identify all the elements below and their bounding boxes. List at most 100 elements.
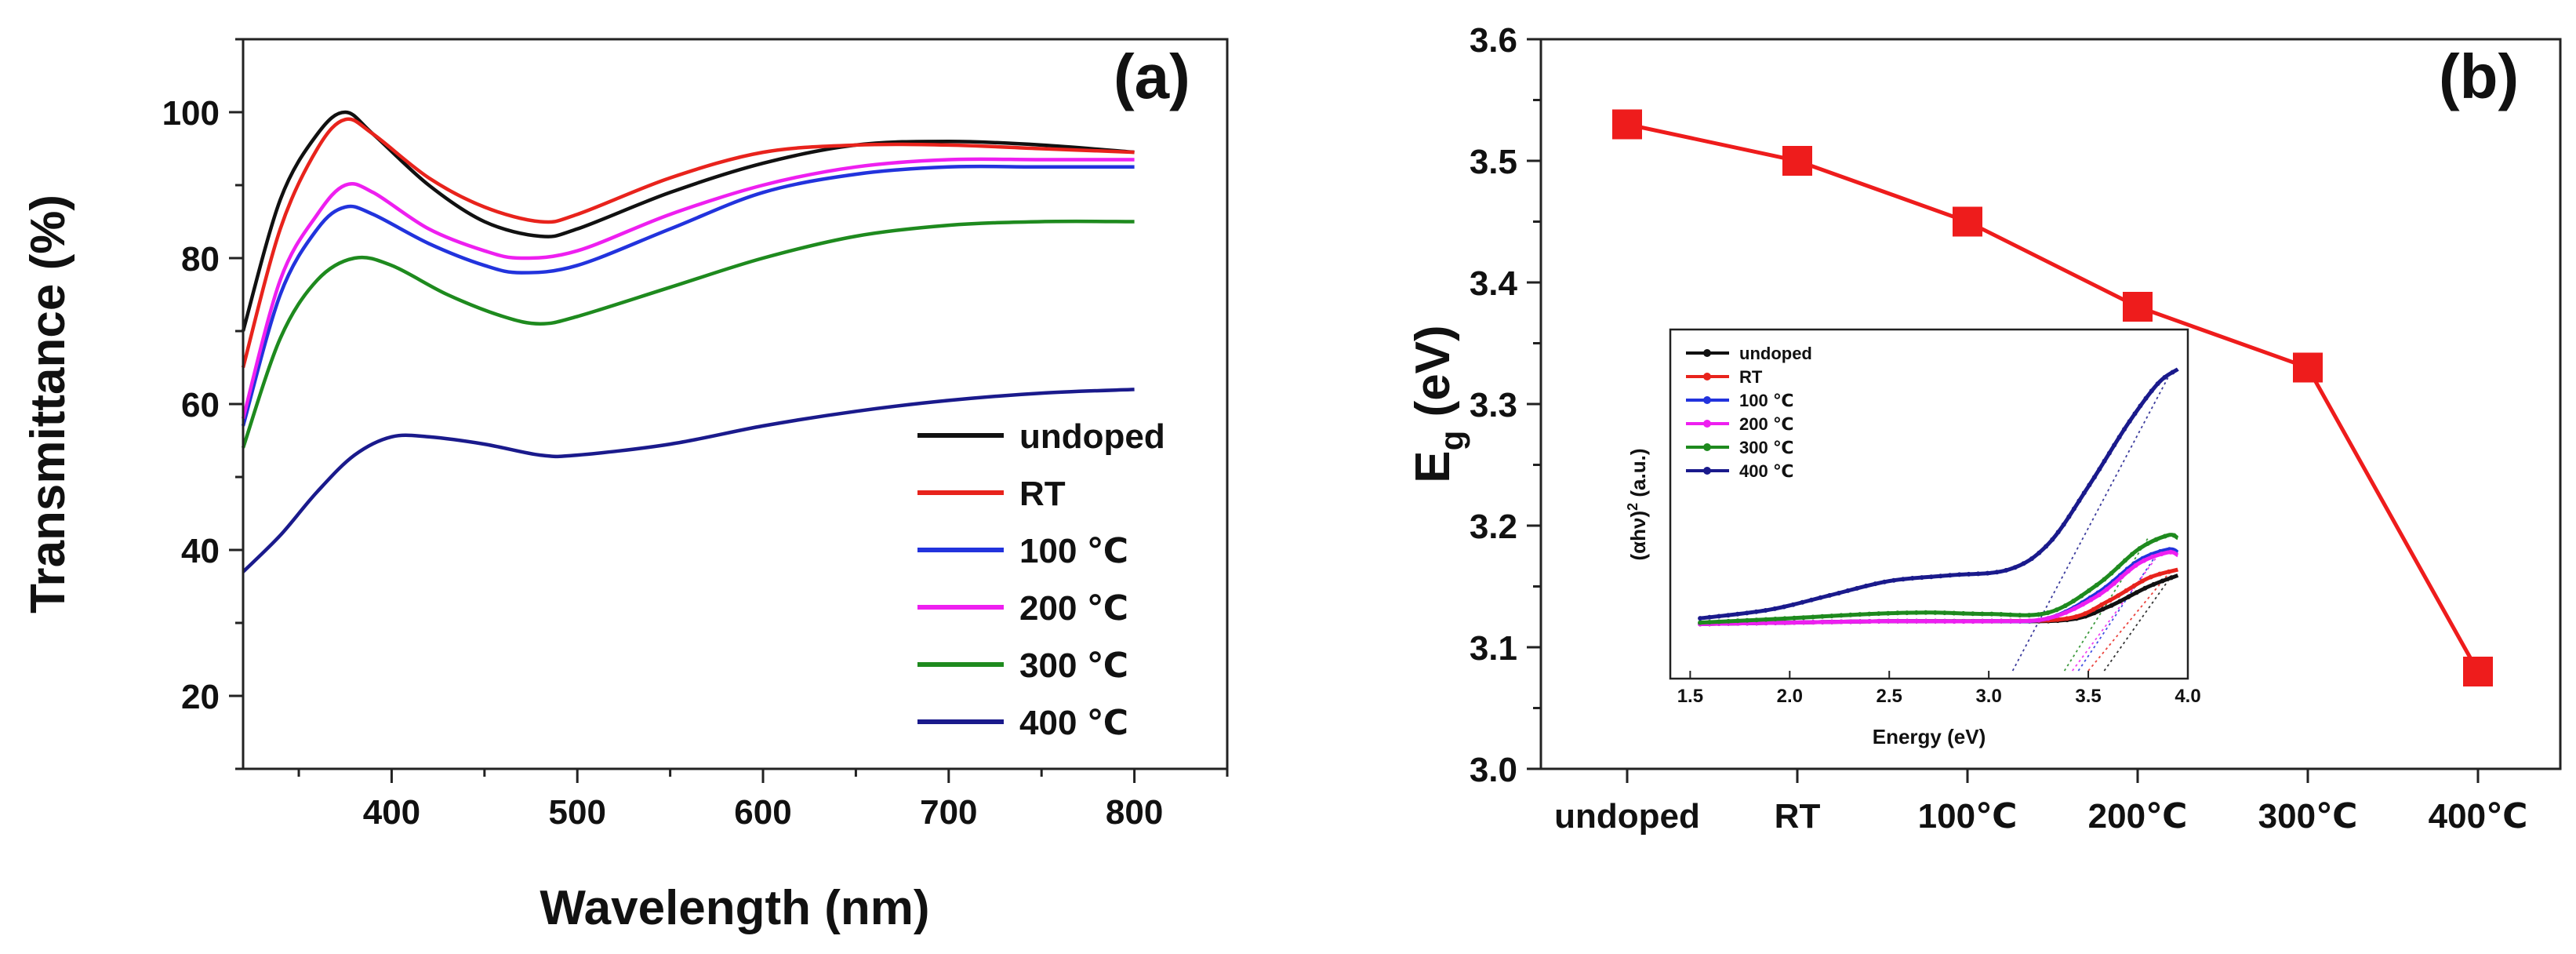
panel-a-x-tick-label-500: 500 bbox=[549, 793, 606, 832]
inset-marker-400-c bbox=[1809, 597, 1814, 603]
panel-b-inset-chart: 1.5 2.0 2.5 3.0 3.5 4.0 Energy (eV) (αhν)2 (a… bbox=[1625, 328, 2201, 748]
panel-a-x-tick-label-600: 600 bbox=[734, 793, 791, 832]
inset-marker-300-c bbox=[2071, 599, 2076, 604]
panel-a-x-tick-label-700: 700 bbox=[920, 793, 977, 832]
inset-marker-300-c bbox=[1829, 614, 1834, 619]
inset-marker-300-c bbox=[2116, 564, 2121, 570]
inset-marker-300-c bbox=[2109, 570, 2114, 576]
inset-marker-300-c bbox=[2036, 612, 2041, 617]
panel-b-x-tick-label-300c: 300℃ bbox=[2258, 797, 2358, 836]
inset-marker-rt bbox=[2055, 617, 2060, 622]
inset-marker-400-c bbox=[1873, 581, 1878, 587]
inset-legend-label-rt: RT bbox=[1739, 367, 1763, 387]
inset-x-tick-label-2-0: 2.0 bbox=[1777, 686, 1803, 707]
panel-b-x-tick-label-100c: 100℃ bbox=[1918, 797, 2018, 836]
inset-marker-400-c bbox=[2170, 370, 2175, 375]
panel-a-legend: undoped RT 100 ℃ 200 ℃ 300 ℃ 400 ℃ bbox=[917, 417, 1165, 742]
inset-marker-undoped bbox=[2142, 585, 2148, 591]
inset-marker-400-c bbox=[2076, 498, 2082, 504]
inset-marker-300-c bbox=[1848, 612, 1853, 617]
inset-marker-400-c bbox=[2116, 435, 2122, 440]
inset-marker-300-c bbox=[1989, 611, 1994, 617]
inset-marker-undoped bbox=[2117, 599, 2123, 604]
inset-legend-label-undoped: undoped bbox=[1739, 344, 1812, 363]
panel-a-series-400-c bbox=[242, 388, 1135, 573]
inset-x-ticks: 1.5 2.0 2.5 3.0 3.5 4.0 bbox=[1677, 671, 2201, 707]
inset-marker-rt bbox=[2073, 614, 2079, 619]
inset-marker-200-c bbox=[2150, 554, 2155, 559]
inset-marker-200-c bbox=[1989, 618, 1995, 624]
panel-b-point-rt bbox=[1782, 146, 1812, 176]
inset-marker-400-c bbox=[2044, 544, 2049, 549]
inset-marker-400-c bbox=[2138, 403, 2143, 409]
inset-marker-200-c bbox=[1961, 619, 1967, 624]
panel-b-x-tick-label-200c: 200℃ bbox=[2088, 797, 2188, 836]
inset-marker-400-c bbox=[2004, 567, 2009, 573]
inset-marker-200-c bbox=[2168, 549, 2174, 555]
inset-marker-200-c bbox=[2096, 592, 2102, 598]
inset-marker-400-c bbox=[2162, 375, 2167, 380]
inset-legend-marker-undoped bbox=[1703, 349, 1711, 357]
inset-marker-300-c bbox=[2017, 613, 2022, 618]
inset-marker-200-c bbox=[1877, 618, 1882, 624]
inset-legend-label-100-c: 100 ℃ bbox=[1739, 391, 1793, 410]
inset-x-tick-label-4-0: 4.0 bbox=[2175, 686, 2200, 707]
inset-marker-300-c bbox=[1998, 612, 2004, 617]
panel-b-series-line bbox=[1626, 122, 2480, 673]
panel-a-x-tick-label-800: 800 bbox=[1106, 793, 1163, 832]
inset-marker-300-c bbox=[1698, 620, 1703, 625]
inset-marker-400-c bbox=[1994, 570, 2000, 575]
inset-marker-400-c bbox=[2091, 475, 2097, 480]
inset-marker-undoped bbox=[2100, 606, 2105, 612]
inset-marker-300-c bbox=[1932, 610, 1938, 615]
panel-a-x-axis-title: Wavelength (nm) bbox=[540, 881, 929, 935]
panel-a-legend-label-300-c: 300 ℃ bbox=[1019, 646, 1128, 685]
inset-marker-200-c bbox=[1764, 621, 1769, 626]
inset-marker-rt bbox=[2064, 616, 2069, 621]
inset-marker-400-c bbox=[1855, 585, 1860, 591]
panel-b-y-tick-label-3-4: 3.4 bbox=[1470, 264, 1518, 303]
inset-marker-400-c bbox=[1966, 571, 1971, 577]
panel-a-series-rt bbox=[241, 117, 1135, 369]
panel-b-bandgap-chart: 3.0 3.1 3.2 3.3 3.4 3.5 3.6 undoped RT 100℃ 200℃ 3… bbox=[1406, 21, 2562, 836]
inset-marker-200-c bbox=[1801, 620, 1807, 625]
inset-marker-200-c bbox=[1782, 620, 1788, 625]
inset-marker-200-c bbox=[2055, 614, 2060, 618]
inset-marker-400-c bbox=[1725, 613, 1731, 618]
inset-marker-300-c bbox=[1866, 611, 1872, 617]
inset-marker-400-c bbox=[2055, 530, 2061, 535]
inset-marker-300-c bbox=[1857, 612, 1862, 617]
inset-marker-200-c bbox=[2142, 558, 2146, 563]
inset-marker-rt bbox=[2091, 606, 2096, 612]
inset-marker-200-c bbox=[2063, 610, 2069, 615]
inset-marker-200-c bbox=[1999, 618, 2004, 624]
inset-marker-200-c bbox=[1971, 619, 1976, 624]
inset-marker-200-c bbox=[1980, 618, 1986, 624]
inset-marker-400-c bbox=[1698, 616, 1703, 621]
inset-marker-undoped bbox=[2126, 594, 2131, 599]
inset-legend-marker-200-c bbox=[1703, 420, 1711, 428]
inset-marker-300-c bbox=[2162, 533, 2167, 539]
inset-y-axis-superscript: 2 bbox=[1625, 503, 1640, 511]
panel-b-label: (b) bbox=[2439, 42, 2519, 111]
panel-a-legend-label-rt: RT bbox=[1019, 475, 1066, 513]
inset-series-400-c bbox=[1699, 367, 2179, 621]
inset-marker-200-c bbox=[2072, 606, 2077, 611]
inset-marker-rt bbox=[2157, 571, 2163, 577]
inset-marker-400-c bbox=[1975, 571, 1981, 577]
inset-marker-400-c bbox=[1827, 592, 1833, 598]
inset-marker-300-c bbox=[1792, 615, 1797, 621]
inset-marker-400-c bbox=[1909, 576, 1915, 581]
panel-b-point-100c bbox=[1953, 206, 1982, 237]
inset-marker-400-c bbox=[1772, 606, 1778, 611]
panel-a-series-undoped bbox=[241, 110, 1135, 332]
inset-marker-400-c bbox=[2102, 458, 2107, 464]
inset-marker-200-c bbox=[1867, 619, 1873, 624]
inset-x-tick-label-1-5: 1.5 bbox=[1677, 686, 1703, 707]
inset-marker-rt bbox=[2140, 578, 2145, 584]
inset-marker-400-c bbox=[2021, 561, 2026, 566]
inset-marker-300-c bbox=[1707, 620, 1713, 624]
inset-marker-rt bbox=[2107, 598, 2113, 603]
inset-marker-400-c bbox=[2097, 467, 2102, 472]
